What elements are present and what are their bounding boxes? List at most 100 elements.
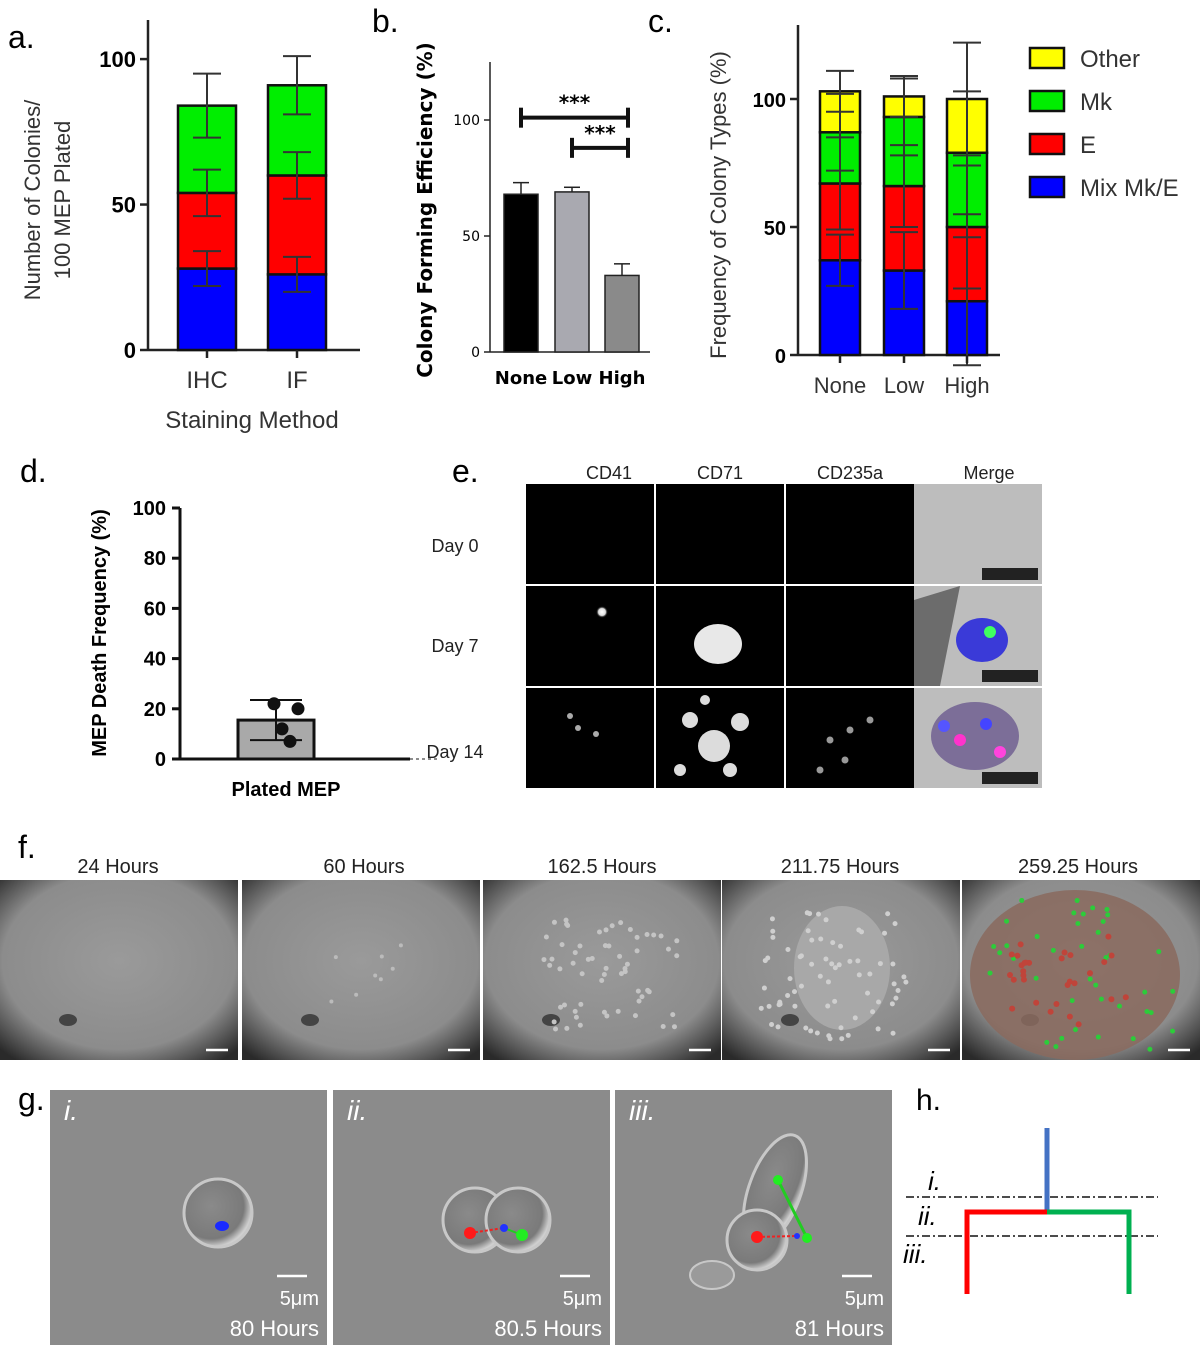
legend-label: Mk bbox=[1080, 89, 1113, 116]
cell bbox=[856, 972, 862, 978]
cell bbox=[658, 933, 664, 939]
fluorescent-spot bbox=[866, 716, 874, 724]
panel-letter-d: d. bbox=[20, 453, 47, 489]
cell bbox=[543, 934, 549, 940]
cell bbox=[379, 954, 384, 959]
cell bbox=[645, 987, 651, 993]
y-tick-label: 0 bbox=[155, 749, 166, 771]
green-cell bbox=[1071, 910, 1077, 916]
scale-label: 5μm bbox=[563, 1288, 602, 1310]
red-cell bbox=[1108, 996, 1115, 1003]
red-cell bbox=[1075, 1021, 1082, 1028]
cell bbox=[769, 1022, 775, 1028]
green-cell bbox=[1095, 1034, 1101, 1040]
cell bbox=[572, 950, 578, 956]
column-label: CD71 bbox=[697, 463, 743, 483]
green-cell bbox=[1156, 949, 1162, 955]
fluorescent-spot bbox=[682, 712, 698, 728]
timepoint-label: 24 Hours bbox=[77, 856, 158, 878]
cell bbox=[823, 917, 829, 923]
cell bbox=[557, 966, 563, 972]
x-category-label: None bbox=[495, 368, 547, 389]
lineage-branch-red bbox=[964, 1209, 1047, 1294]
y-tick-label: 40 bbox=[144, 649, 166, 671]
cell bbox=[558, 1004, 564, 1010]
well-debris bbox=[781, 1014, 799, 1026]
timelapse-frame-0 bbox=[0, 880, 238, 1060]
cell bbox=[839, 1036, 845, 1042]
timelapse-frame-2 bbox=[483, 880, 721, 1060]
y-tick-label: 50 bbox=[112, 193, 136, 218]
cell bbox=[758, 1005, 764, 1011]
legend-label: E bbox=[1080, 132, 1096, 159]
cell bbox=[838, 943, 844, 949]
cell bbox=[373, 973, 378, 978]
cell bbox=[564, 921, 570, 927]
track-line-red bbox=[756, 1235, 798, 1238]
cell bbox=[770, 928, 776, 934]
cell bbox=[787, 976, 793, 982]
lineage-branch-green bbox=[1047, 1209, 1132, 1294]
cell bbox=[601, 972, 607, 978]
green-cell bbox=[1090, 905, 1096, 911]
row-label: Day 14 bbox=[426, 742, 483, 762]
red-cell bbox=[1033, 999, 1040, 1006]
panel-letter-e: e. bbox=[452, 453, 479, 489]
panel-e-immunofluorescence-grid: CD41 CD71 CD235a Merge Day 0 Day 7 Day 14 bbox=[426, 463, 1042, 788]
green-cell bbox=[1103, 955, 1109, 961]
red-cell bbox=[1066, 1013, 1073, 1020]
red-cell bbox=[1101, 958, 1108, 965]
y-tick-label: 100 bbox=[133, 498, 166, 520]
red-cell bbox=[1071, 980, 1078, 987]
cell bbox=[825, 979, 831, 985]
bar-none bbox=[503, 193, 539, 353]
cell bbox=[817, 973, 823, 979]
cell bbox=[573, 1014, 579, 1020]
cell bbox=[644, 932, 650, 938]
column-label: CD235a bbox=[817, 463, 884, 483]
green-cell bbox=[1104, 906, 1110, 912]
column-label: Merge bbox=[963, 463, 1014, 483]
merge-spot bbox=[994, 746, 1006, 758]
red-cell bbox=[1064, 981, 1071, 988]
timepoint-label: 259.25 Hours bbox=[1018, 856, 1138, 878]
merge-spot bbox=[954, 734, 966, 746]
green-cell bbox=[1170, 988, 1176, 994]
red-cell bbox=[1067, 952, 1074, 959]
x-category-label: None bbox=[814, 373, 867, 398]
cell bbox=[634, 948, 640, 954]
cell bbox=[622, 969, 628, 975]
y-axis-label: Colony Forming Efficiency (%) bbox=[413, 42, 437, 378]
panel-letter-c: c. bbox=[648, 3, 673, 39]
green-cell bbox=[1034, 934, 1040, 940]
chart-a-colonies-by-staining: 0 50 100 IHC IF Number of Colonies/100 MEP Pl… bbox=[20, 20, 360, 434]
green-cell bbox=[1170, 1028, 1176, 1034]
cell bbox=[660, 1024, 666, 1030]
tracked-nucleus-green bbox=[802, 1233, 812, 1243]
red-cell bbox=[1053, 1000, 1060, 1007]
legend-swatch-mix-mk-e bbox=[1028, 175, 1066, 199]
cell bbox=[870, 1009, 876, 1015]
cell bbox=[895, 988, 901, 994]
cell-colony bbox=[794, 906, 890, 1030]
well-debris bbox=[301, 1014, 319, 1026]
red-cell bbox=[1020, 972, 1027, 979]
cell bbox=[769, 916, 775, 922]
fluorescent-spot bbox=[698, 730, 730, 762]
green-cell bbox=[1087, 976, 1093, 982]
cell bbox=[551, 1019, 557, 1025]
red-cell bbox=[1021, 959, 1028, 966]
scale-bar bbox=[982, 670, 1038, 682]
green-cell bbox=[1117, 1003, 1123, 1009]
cell bbox=[541, 957, 547, 963]
cell bbox=[823, 956, 829, 962]
cell bbox=[609, 923, 615, 929]
cell bbox=[599, 978, 605, 984]
x-category-label: Plated MEP bbox=[232, 779, 341, 801]
track-line-green bbox=[776, 1179, 809, 1239]
red-cell bbox=[1017, 941, 1024, 948]
merge-cell-cluster bbox=[931, 702, 1019, 770]
y-axis-label: Number of Colonies/100 MEP Plated bbox=[20, 99, 75, 300]
cell bbox=[892, 921, 898, 927]
y-tick-label: 50 bbox=[462, 229, 480, 245]
